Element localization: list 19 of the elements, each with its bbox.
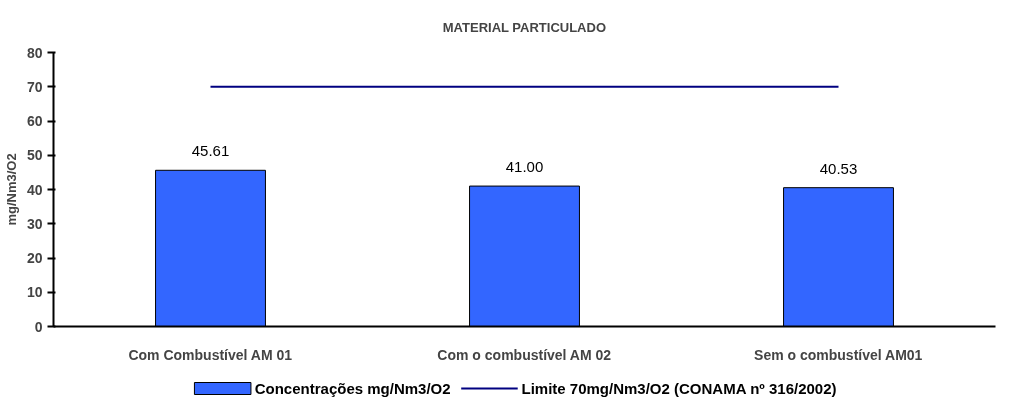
legend-label: Limite 70mg/Nm3/O2 (CONAMA nº 316/2002) — [521, 380, 837, 397]
y-tick-label: 40 — [26, 181, 43, 198]
x-tick-label: Sem o combustível AM01 — [754, 346, 923, 363]
data-label: 41.00 — [505, 158, 544, 176]
x-tick-label: Com Combustível AM 01 — [128, 346, 293, 363]
y-axis-title: mg/Nm3/O2 — [3, 153, 19, 226]
data-label: 40.53 — [819, 159, 858, 177]
y-tick-label: 60 — [26, 113, 43, 129]
x-tick-label: Com o combustível AM 02 — [437, 346, 612, 363]
y-tick-label: 0 — [34, 318, 43, 335]
data-label: 45.61 — [191, 142, 230, 160]
y-tick-label: 30 — [26, 215, 43, 232]
y-tick-label: 20 — [26, 250, 43, 266]
y-tick-label: 50 — [26, 147, 43, 164]
y-tick-label: 80 — [26, 44, 43, 61]
y-tick-label: 70 — [26, 78, 43, 95]
legend-label: Concentrações mg/Nm3/O2 — [254, 380, 451, 397]
chart-title: MATERIAL PARTICULADO — [442, 20, 606, 35]
y-tick-label: 10 — [26, 284, 43, 301]
